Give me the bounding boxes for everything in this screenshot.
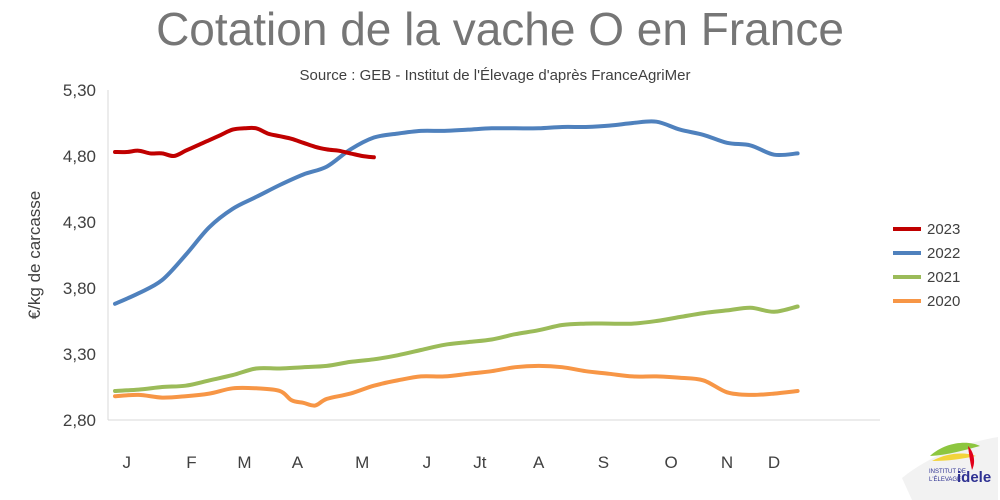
legend-label-2023: 2023: [927, 221, 960, 238]
x-tick-label: Jt: [473, 453, 487, 472]
y-tick-labels: 2,80 3,30 3,80 4,30 4,80 5,30: [63, 81, 96, 430]
logo-leaf-green: [930, 442, 980, 456]
series-line-2023: [113, 125, 376, 160]
y-tick-label: 4,80: [63, 147, 96, 166]
y-tick-label: 2,80: [63, 411, 96, 430]
series-line-2021: [113, 304, 800, 393]
x-tick-label: S: [598, 453, 609, 472]
x-tick-label: F: [186, 453, 196, 472]
y-tick-label: 5,30: [63, 81, 96, 100]
x-tick-label: O: [664, 453, 677, 472]
x-tick-label: N: [721, 453, 733, 472]
legend: 2023 2022 2021 2020: [893, 221, 960, 310]
chart-title: Cotation de la vache O en France: [156, 3, 844, 55]
y-axis-label: €/kg de carcasse: [25, 191, 44, 320]
series-lines: [113, 119, 800, 408]
logo-institut-line1: INSTITUT DE: [929, 469, 966, 475]
logo-leaf-red: [968, 446, 975, 470]
x-tick-label: D: [768, 453, 780, 472]
series-line-2022: [113, 119, 800, 306]
x-tick-label: M: [355, 453, 369, 472]
x-tick-label: A: [292, 453, 304, 472]
series-line-2020: [113, 363, 800, 408]
logo-institut-line2: L'ÉLEVAGE: [929, 476, 961, 483]
legend-label-2021: 2021: [927, 269, 960, 286]
x-tick-label: A: [533, 453, 545, 472]
legend-label-2020: 2020: [927, 293, 960, 310]
chart-subtitle: Source : GEB - Institut de l'Élevage d'a…: [300, 67, 691, 84]
legend-label-2022: 2022: [927, 245, 960, 262]
y-tick-label: 4,30: [63, 213, 96, 232]
y-tick-label: 3,80: [63, 279, 96, 298]
idele-logo: INSTITUT DE L'ÉLEVAGE idele: [902, 437, 998, 500]
logo-leaf-yellow: [932, 453, 976, 461]
x-tick-label: M: [237, 453, 251, 472]
logo-swoosh: [902, 437, 998, 500]
logo-wordmark: idele: [957, 469, 991, 486]
x-tick-label: J: [423, 453, 432, 472]
x-tick-label: J: [123, 453, 132, 472]
x-tick-labels: J F M A M J Jt A S O N D: [123, 453, 781, 472]
y-tick-label: 3,30: [63, 345, 96, 364]
